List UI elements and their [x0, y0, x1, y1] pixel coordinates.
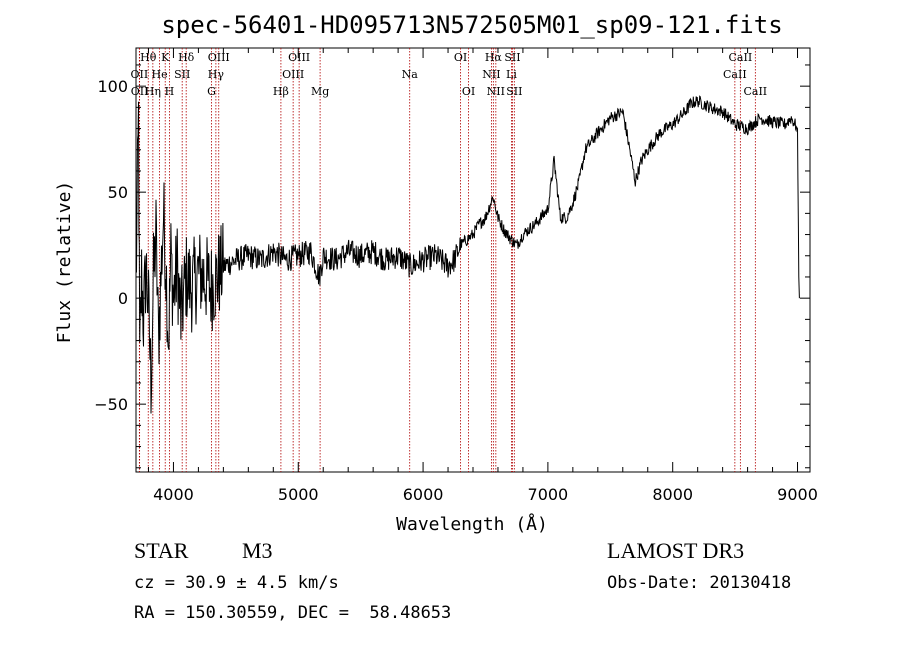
y-tick-label-1: 0: [118, 289, 128, 308]
line-label-10: He: [152, 68, 168, 81]
line-label-24: OI: [462, 85, 475, 98]
line-label-5: OI: [454, 51, 467, 64]
line-label-6: Hα: [485, 51, 503, 64]
line-label-27: CaII: [743, 85, 767, 98]
x-tick-label-0: 4000: [153, 485, 194, 504]
line-label-22: Hβ: [273, 85, 289, 98]
object-subclass: M3: [242, 538, 273, 563]
ra-dec-coordinates: RA = 150.30559, DEC = 58.48653: [134, 603, 452, 623]
line-label-18: OII: [131, 85, 149, 98]
x-tick-label-5: 9000: [777, 485, 818, 504]
x-tick-label-2: 6000: [403, 485, 444, 504]
line-label-11: SII: [174, 68, 190, 81]
x-axis-label: Wavelength (Å): [396, 513, 548, 535]
y-tick-label-3: 100: [97, 77, 128, 96]
line-label-26: SII: [506, 85, 522, 98]
x-tick-label-1: 5000: [278, 485, 319, 504]
y-tick-label-2: 50: [108, 183, 128, 202]
line-label-3: OIII: [208, 51, 230, 64]
line-label-4: OIII: [288, 51, 310, 64]
object-class: STAR: [134, 538, 189, 563]
survey-name: LAMOST DR3: [607, 538, 745, 563]
x-tick-label-4: 8000: [652, 485, 693, 504]
line-label-20: H: [165, 85, 175, 98]
line-label-0: Hθ: [140, 51, 157, 64]
line-label-2: Hδ: [178, 51, 195, 64]
line-label-1: K: [161, 51, 170, 64]
line-label-8: CaII: [729, 51, 753, 64]
observation-date: Obs-Date: 20130418: [607, 573, 792, 593]
line-label-13: OIII: [282, 68, 304, 81]
x-axis: 4000 5000 6000 7000 8000 9000: [147, 48, 818, 504]
y-tick-label-0: −50: [94, 395, 128, 414]
y-axis: −50 0 50 100: [94, 64, 810, 469]
line-label-21: G: [207, 85, 216, 98]
y-axis-label: Flux (relative): [54, 181, 75, 344]
line-label-25: NII: [487, 85, 505, 98]
spectrum-series-line: [135, 95, 800, 414]
line-label-17: CaII: [723, 68, 747, 81]
line-label-23: Mg: [311, 85, 329, 98]
line-label-12: Hγ: [208, 68, 225, 81]
line-label-9: OII: [131, 68, 149, 81]
line-label-7: SII: [504, 51, 520, 64]
line-label-14: Na: [402, 68, 419, 81]
line-label-19: Hη: [145, 85, 161, 98]
chart-title: spec-56401-HD095713N572505M01_sp09-121.f…: [161, 11, 782, 39]
x-tick-label-3: 7000: [528, 485, 569, 504]
redshift-cz: cz = 30.9 ± 4.5 km/s: [134, 573, 339, 593]
line-label-16: Li: [506, 68, 517, 81]
line-label-15: NII: [482, 68, 500, 81]
